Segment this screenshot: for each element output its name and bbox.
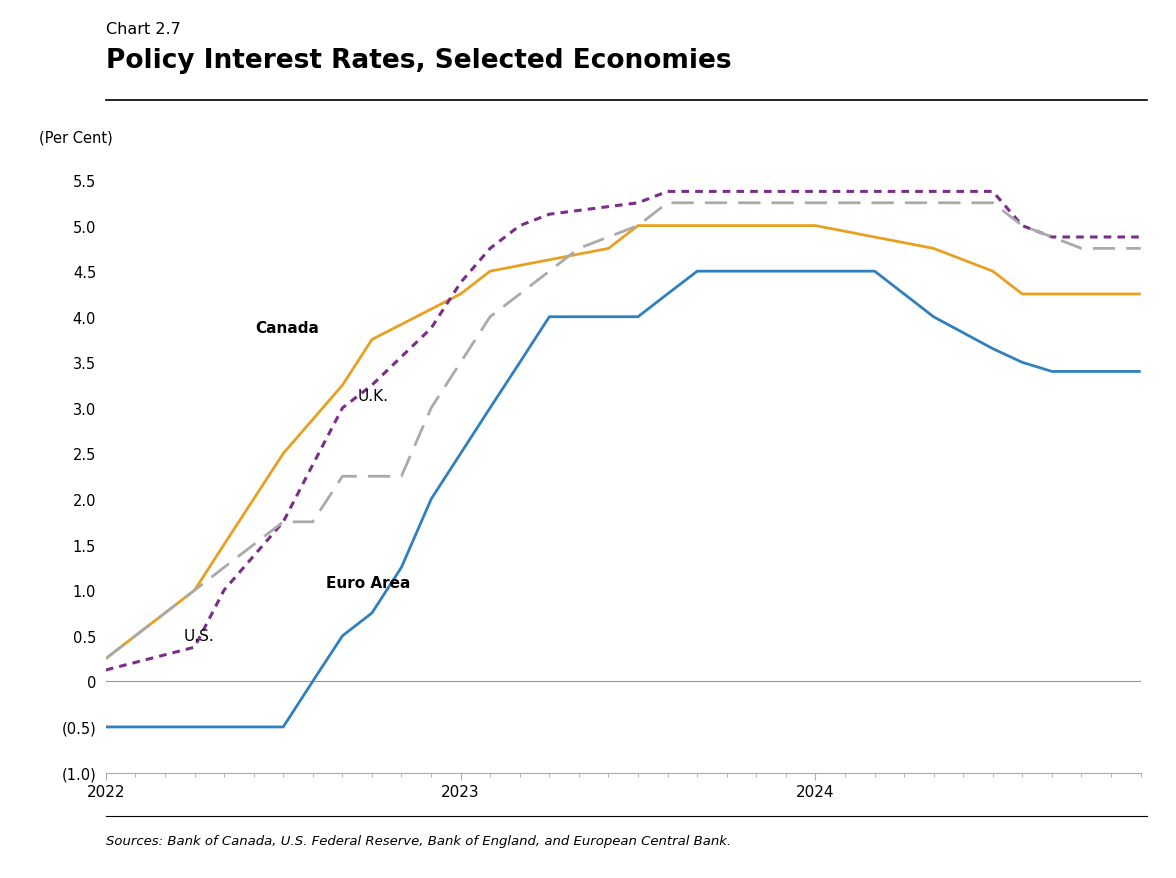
Text: Sources: Bank of Canada, U.S. Federal Reserve, Bank of England, and European Cen: Sources: Bank of Canada, U.S. Federal Re… bbox=[106, 834, 731, 847]
Text: U.S.: U.S. bbox=[183, 629, 215, 644]
Text: U.K.: U.K. bbox=[358, 389, 389, 404]
Text: Canada: Canada bbox=[255, 320, 319, 335]
Text: Chart 2.7: Chart 2.7 bbox=[106, 22, 181, 37]
Text: (Per Cent): (Per Cent) bbox=[39, 131, 113, 146]
Text: Policy Interest Rates, Selected Economies: Policy Interest Rates, Selected Economie… bbox=[106, 48, 731, 75]
Text: Euro Area: Euro Area bbox=[326, 576, 410, 591]
